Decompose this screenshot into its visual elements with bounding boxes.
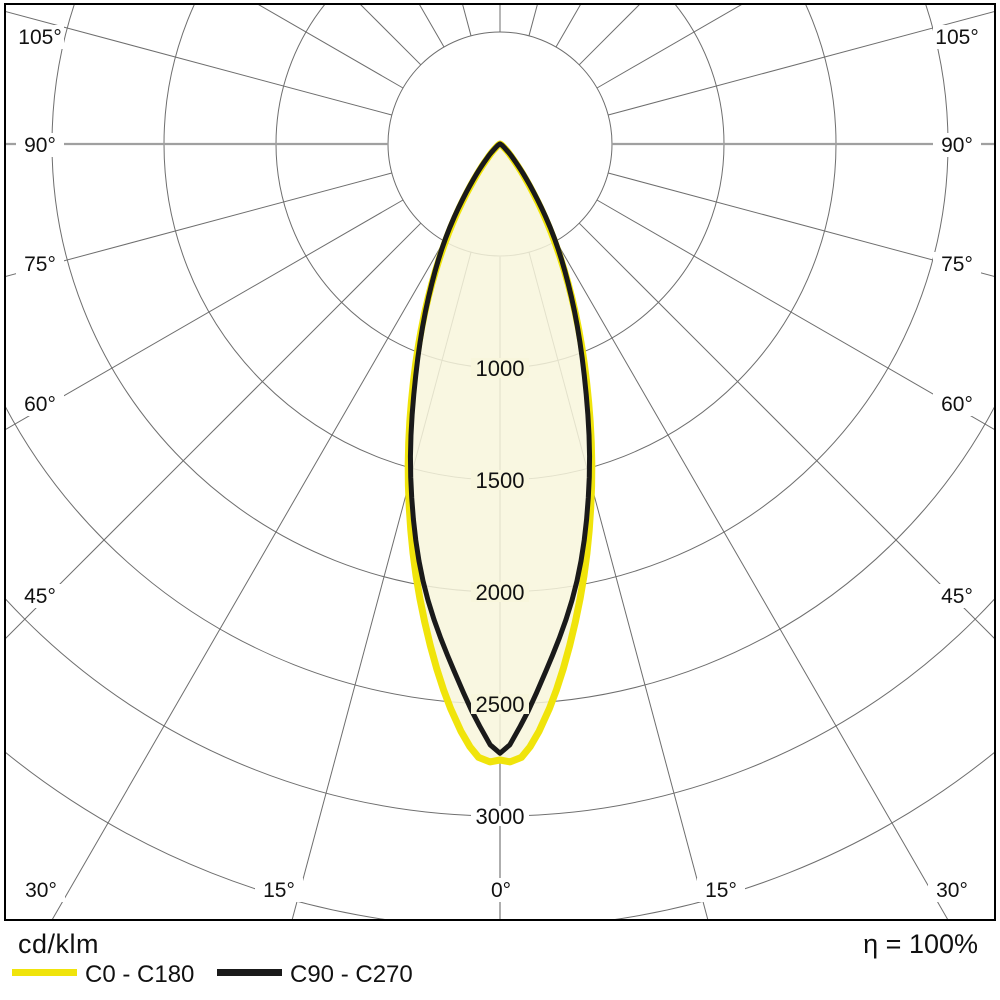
svg-text:45°: 45° [941, 585, 973, 608]
svg-text:2500: 2500 [476, 692, 525, 717]
spoke-105deg [608, 10, 995, 116]
spoke-75deg [608, 172, 995, 278]
spoke-30deg [555, 240, 949, 920]
ring-label-3000: 3000 [471, 804, 529, 829]
svg-text:45°: 45° [24, 585, 56, 608]
angle-label-105deg: 105° [933, 25, 981, 49]
ring-label-2500: 2500 [471, 692, 529, 717]
svg-text:105°: 105° [18, 26, 61, 49]
angle-label-60deg: 60° [16, 392, 64, 416]
angle-label-105deg: 105° [16, 25, 64, 49]
spoke-165deg [528, 4, 539, 36]
spoke-255deg [5, 10, 392, 116]
angle-label-0deg: 0° [477, 878, 525, 902]
svg-text:1500: 1500 [476, 468, 525, 493]
svg-text:90°: 90° [941, 134, 973, 157]
beam-curve-c90-c270 [407, 141, 593, 756]
angle-label-45deg: 45° [16, 584, 64, 608]
svg-text:15°: 15° [263, 879, 295, 902]
angle-label-15deg: 15° [255, 878, 303, 902]
angle-label-90deg: 90° [933, 133, 981, 157]
angle-label-60deg: 60° [933, 392, 981, 416]
svg-text:1000: 1000 [476, 356, 525, 381]
svg-text:75°: 75° [24, 253, 56, 276]
svg-text:30°: 30° [936, 879, 968, 902]
units-label: cd/klm [18, 929, 100, 959]
spoke-285deg [5, 172, 392, 278]
angle-label-30deg: 30° [928, 878, 976, 902]
plot-frame [4, 3, 996, 921]
svg-text:0°: 0° [491, 879, 511, 902]
legend-swatch-c90-c270 [217, 969, 282, 976]
spoke-210deg [418, 4, 445, 48]
svg-text:3000: 3000 [476, 804, 525, 829]
efficiency-label: η = 100% [863, 929, 978, 959]
spoke-195deg [461, 4, 472, 36]
svg-text:2000: 2000 [476, 580, 525, 605]
angle-label-15deg: 15° [697, 878, 745, 902]
svg-text:30°: 30° [25, 879, 57, 902]
legend-swatch-c0-c180 [12, 969, 77, 976]
legend-label-c90-c270: C90 - C270 [290, 961, 413, 988]
spoke-45deg [578, 222, 995, 640]
angle-label-75deg: 75° [16, 252, 64, 276]
svg-text:90°: 90° [24, 134, 56, 157]
svg-text:60°: 60° [941, 393, 973, 416]
ring-label-2000: 2000 [471, 580, 529, 605]
svg-text:60°: 60° [24, 393, 56, 416]
angle-label-45deg: 45° [933, 584, 981, 608]
angle-label-30deg: 30° [17, 878, 65, 902]
legend-label-c0-c180: C0 - C180 [85, 961, 195, 988]
angle-label-90deg: 90° [16, 133, 64, 157]
svg-text:75°: 75° [941, 253, 973, 276]
spoke-60deg [596, 199, 995, 431]
spoke-300deg [5, 199, 404, 431]
spoke-330deg [51, 240, 445, 920]
svg-text:15°: 15° [705, 879, 737, 902]
ring-label-1500: 1500 [471, 468, 529, 493]
svg-text:105°: 105° [935, 26, 978, 49]
spoke-315deg [5, 222, 422, 640]
beam-curve-c0-c180 [404, 140, 596, 766]
ring-label-1000: 1000 [471, 356, 529, 381]
angle-label-75deg: 75° [933, 252, 981, 276]
